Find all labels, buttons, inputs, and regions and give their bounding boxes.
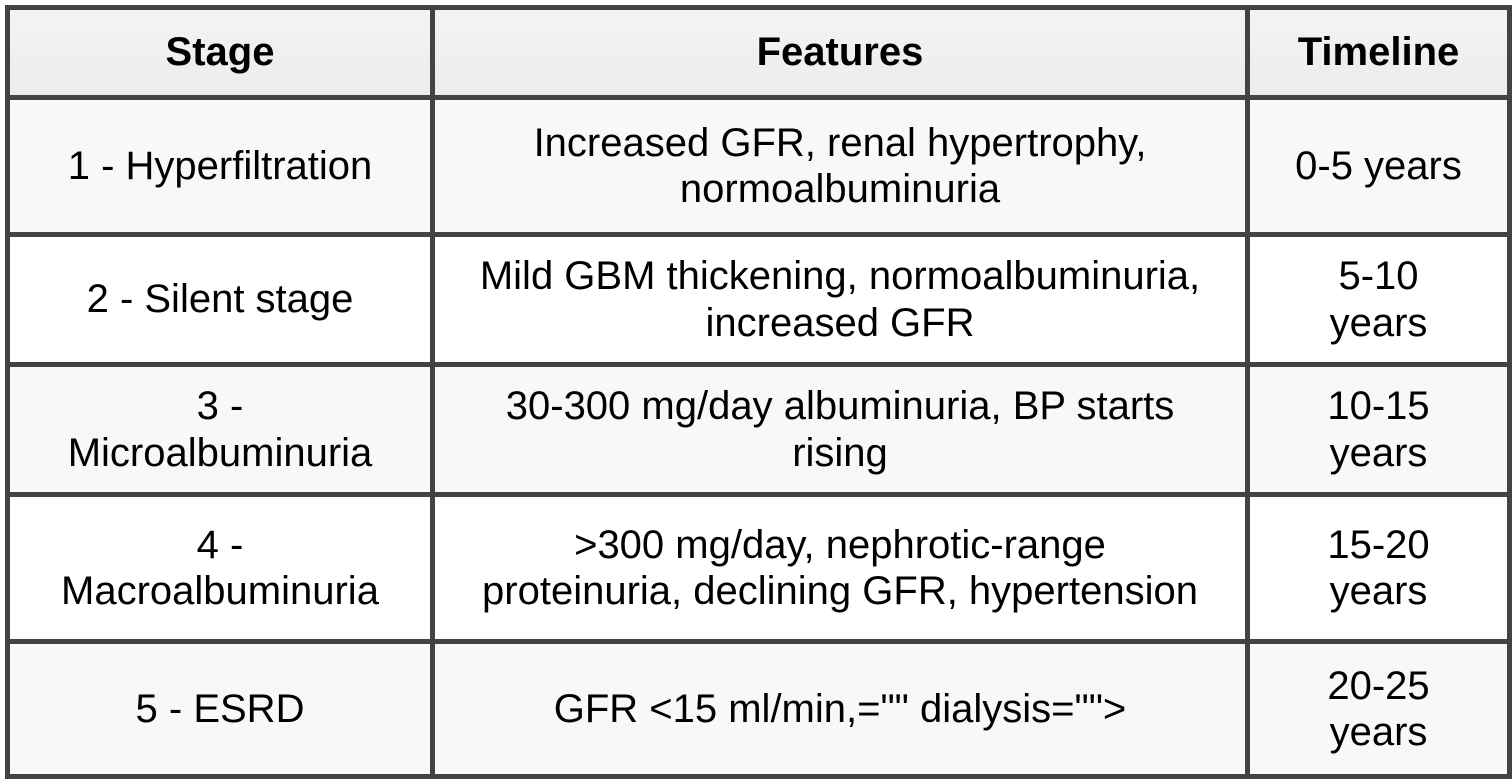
column-header-timeline: Timeline (1245, 5, 1512, 100)
features-cell: GFR <15 ml/min,="" dialysis=""> (430, 639, 1250, 779)
table-row: 4 - Macroalbuminuria >300 mg/day, nephro… (5, 492, 1512, 644)
table-row: 3 - Microalbuminuria 30-300 mg/day album… (5, 362, 1512, 497)
features-cell: 30-300 mg/day albuminuria, BP starts ris… (430, 362, 1250, 497)
features-cell: Increased GFR, renal hypertrophy, normoa… (430, 95, 1250, 237)
table-row: 2 - Silent stage Mild GBM thickening, no… (5, 232, 1512, 367)
stage-cell: 5 - ESRD (5, 639, 435, 779)
timeline-cell: 0-5 years (1245, 95, 1512, 237)
header-row: Stage Features Timeline (5, 5, 1512, 100)
stage-cell: 2 - Silent stage (5, 232, 435, 367)
stage-cell: 4 - Macroalbuminuria (5, 492, 435, 644)
features-cell: >300 mg/day, nephrotic-range proteinuria… (430, 492, 1250, 644)
stages-table: Stage Features Timeline 1 - Hyperfiltrat… (5, 5, 1512, 779)
table-row: 1 - Hyperfiltration Increased GFR, renal… (5, 95, 1512, 237)
stage-cell: 3 - Microalbuminuria (5, 362, 435, 497)
stage-cell: 1 - Hyperfiltration (5, 95, 435, 237)
features-cell: Mild GBM thickening, normoalbuminuria, i… (430, 232, 1250, 367)
timeline-cell: 15-20 years (1245, 492, 1512, 644)
column-header-features: Features (430, 5, 1250, 100)
timeline-cell: 20-25 years (1245, 639, 1512, 779)
column-header-stage: Stage (5, 5, 435, 100)
timeline-cell: 5-10 years (1245, 232, 1512, 367)
table-row: 5 - ESRD GFR <15 ml/min,="" dialysis="">… (5, 639, 1512, 779)
timeline-cell: 10-15 years (1245, 362, 1512, 497)
